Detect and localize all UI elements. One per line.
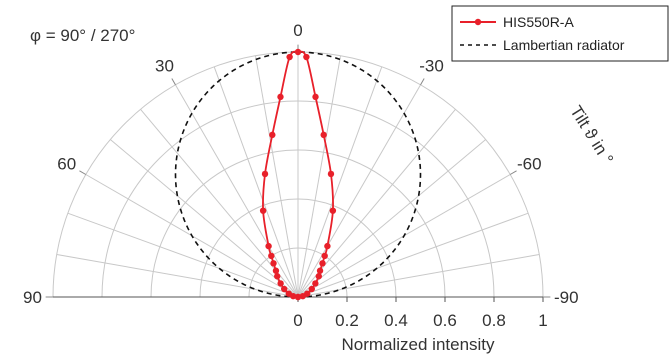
lambertian-curve — [174, 51, 422, 298]
radial-axis-label: Normalized intensity — [341, 335, 495, 354]
angle-grid-spoke — [297, 55, 342, 298]
his550r-a-point — [274, 273, 281, 280]
angle-tick-label: -30 — [419, 57, 444, 76]
his550r-a-point — [319, 260, 326, 267]
his550r-a-point — [312, 280, 319, 287]
his550r-a-point — [265, 242, 272, 250]
legend-marker-his550r-a — [474, 18, 482, 26]
his550r-a-point — [303, 53, 310, 61]
his550r-a-point — [259, 207, 267, 214]
phi-label: φ = 90° / 270° — [30, 26, 135, 45]
his550r-a-series — [259, 48, 337, 301]
angle-grid-spoke — [297, 253, 540, 298]
angle-grid-spoke — [297, 66, 383, 298]
angle-tick-mark — [509, 170, 517, 175]
angle-grid-spoke — [297, 84, 421, 298]
legend-box — [451, 5, 669, 62]
angle-grid-spoke — [297, 139, 487, 298]
legend-label-his550r-a: HIS550R-A — [503, 14, 574, 30]
his550r-a-point — [269, 131, 276, 139]
his550r-a-point — [294, 293, 302, 301]
angle-grid-spoke — [213, 66, 299, 298]
his550r-a-point — [308, 285, 315, 293]
angle-tick-mark — [420, 78, 425, 86]
angle-tick-label: 0 — [293, 21, 302, 40]
angle-tick-label: 30 — [155, 57, 174, 76]
radial-tick-label: 0.6 — [433, 311, 457, 330]
angle-tick-mark — [79, 170, 87, 175]
his550r-a-point — [315, 273, 322, 280]
his550r-a-point — [277, 93, 284, 101]
his550r-a-point — [261, 170, 269, 178]
legend: HIS550R-A Lambertian radiator — [451, 5, 669, 62]
angle-axis-label: Tilt ϑ in ° — [566, 102, 617, 168]
angle-grid-spoke — [109, 139, 299, 298]
polar-grid — [52, 51, 544, 298]
his550r-a-point — [316, 267, 324, 274]
angle-grid-spoke — [56, 253, 299, 298]
radial-tick-label: 0 — [293, 311, 302, 330]
lambertian-series — [174, 51, 422, 298]
angle-grid-spoke — [175, 84, 299, 298]
his550r-a-point — [272, 267, 280, 274]
legend-label-lambertian: Lambertian radiator — [503, 37, 625, 53]
his550r-a-point — [324, 242, 331, 250]
radial-tick-label: 0.8 — [482, 311, 506, 330]
his550r-a-point — [281, 285, 288, 293]
his550r-a-point — [268, 252, 275, 260]
angle-tick-mark — [171, 78, 176, 86]
his550r-a-point — [329, 207, 337, 214]
angle-tick-label: -60 — [517, 154, 542, 173]
angle-grid-spoke — [297, 212, 529, 298]
angle-tick-label: 90 — [23, 288, 42, 307]
angle-grid-spoke — [67, 212, 299, 298]
radial-tick-label: 0.2 — [335, 311, 359, 330]
angle-tick-label: 60 — [57, 154, 76, 173]
his550r-a-point — [320, 131, 327, 139]
his550r-a-point — [294, 48, 302, 56]
his550r-a-point — [277, 280, 284, 287]
his550r-a-point — [312, 93, 319, 101]
his550r-a-point — [299, 292, 307, 300]
angle-grid-spoke — [254, 55, 299, 298]
his550r-a-point — [285, 290, 292, 297]
his550r-a-point — [327, 170, 335, 178]
angle-tick-labels: 0 30 60 90 -30 -60 -90 — [23, 21, 579, 307]
radial-tick-label: 1 — [538, 311, 547, 330]
his550r-a-point — [270, 260, 277, 267]
angle-tick-label: -90 — [554, 288, 579, 307]
radial-tick-labels: 0 0.2 0.4 0.6 0.8 1 — [293, 311, 547, 330]
his550r-a-point — [321, 252, 328, 260]
radial-tick-label: 0.4 — [384, 311, 408, 330]
his550r-a-point — [286, 53, 293, 61]
